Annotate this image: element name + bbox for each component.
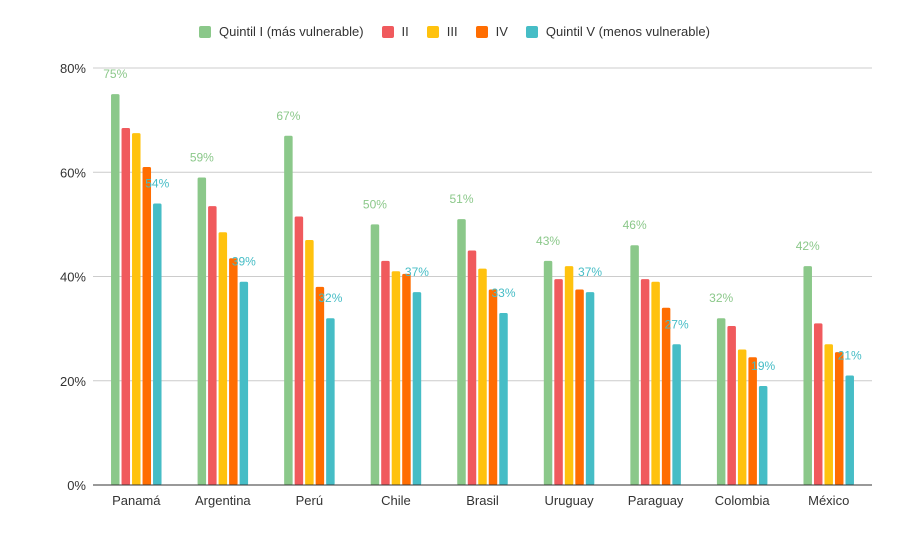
bar-3-3 <box>305 240 314 485</box>
bar-2-3 <box>294 216 304 485</box>
bar-5-2 <box>239 281 249 485</box>
data-label-last: 54% <box>145 177 169 191</box>
y-tick-label: 80% <box>60 61 86 76</box>
bar-4-3 <box>315 286 325 485</box>
bar-5-4 <box>412 292 422 485</box>
x-tick-label: Perú <box>296 493 323 508</box>
bar-1-8 <box>716 318 726 485</box>
x-tick-label: Uruguay <box>544 493 594 508</box>
axis-layer: 0% 20% 40% 60% 80% Panamá Argentina Perú Chile Br… <box>60 61 872 508</box>
bar-3-6 <box>564 266 574 485</box>
data-label-first: 51% <box>449 192 473 206</box>
legend-item-ii: II <box>381 24 409 39</box>
bar-1-1 <box>111 94 120 485</box>
legend-swatch-ii <box>381 25 394 38</box>
bar-4-6 <box>575 289 584 485</box>
bar-4-7 <box>661 307 671 485</box>
x-tick-label: Colombia <box>715 493 771 508</box>
bar-3-2 <box>218 232 228 485</box>
bar-2-5 <box>467 250 477 485</box>
data-label-first: 46% <box>623 218 647 232</box>
legend-item-quintil-i: Quintil I (más vulnerable) <box>199 24 364 39</box>
bar-3-5 <box>478 268 487 485</box>
data-label-last: 21% <box>838 349 862 363</box>
bar-5-9 <box>845 375 854 485</box>
legend-item-iv: IV <box>475 24 508 39</box>
data-label-last: 33% <box>491 286 515 300</box>
legend-label-iv: IV <box>495 24 508 39</box>
data-label-last: 19% <box>751 359 775 373</box>
data-label-first: 67% <box>276 109 300 123</box>
legend-swatch-quintil-i <box>199 25 212 38</box>
y-tick-label: 0% <box>67 478 86 493</box>
data-label-last: 32% <box>318 291 342 305</box>
bar-3-9 <box>824 344 833 485</box>
legend-label-quintil-i: Quintil I (más vulnerable) <box>219 24 364 39</box>
data-label-last: 39% <box>232 255 256 269</box>
legend-swatch-iii <box>426 25 439 38</box>
data-label-first: 50% <box>363 197 387 211</box>
bar-4-1 <box>142 167 152 485</box>
data-labels-layer: 75% 54% 59% 39% 67% 32% 50% 37% 51% 33% 43% 37% 46% 2… <box>103 67 862 373</box>
data-label-last: 37% <box>405 265 429 279</box>
data-label-last: 37% <box>578 265 602 279</box>
bar-2-8 <box>727 326 736 485</box>
bar-3-7 <box>651 281 660 485</box>
legend-swatch-quintil-v <box>525 25 538 38</box>
bar-1-6 <box>543 260 553 485</box>
bar-1-3 <box>284 135 293 485</box>
x-tick-label: México <box>808 493 849 508</box>
bar-1-7 <box>630 245 639 485</box>
bar-5-7 <box>672 344 681 485</box>
y-tick-label: 20% <box>60 374 86 389</box>
bar-1-9 <box>803 266 812 485</box>
data-label-first: 32% <box>709 291 733 305</box>
y-tick-label: 40% <box>60 270 86 285</box>
bar-5-1 <box>153 203 162 485</box>
x-tick-label: Brasil <box>466 493 499 508</box>
bar-1-4 <box>370 224 380 485</box>
bar-5-6 <box>585 292 595 485</box>
legend-item-iii: III <box>426 24 458 39</box>
legend-label-ii: II <box>401 24 409 39</box>
bar-1-5 <box>457 219 466 485</box>
bar-5-3 <box>326 318 335 485</box>
bar-2-4 <box>381 260 390 485</box>
y-tick-label: 60% <box>60 165 86 180</box>
x-tick-label: Panamá <box>112 493 161 508</box>
data-label-first: 43% <box>536 234 560 248</box>
bar-2-7 <box>640 279 650 485</box>
x-tick-label: Paraguay <box>628 493 684 508</box>
legend-label-iii: III <box>446 24 458 39</box>
legend-swatch-iv <box>475 25 488 38</box>
bar-3-4 <box>391 271 401 485</box>
data-label-first: 42% <box>796 239 820 253</box>
bar-5-5 <box>499 312 508 485</box>
bar-4-2 <box>229 258 238 485</box>
bar-4-5 <box>488 289 498 485</box>
bar-3-1 <box>132 133 141 485</box>
data-label-last: 27% <box>665 317 689 331</box>
legend-label-quintil-v: Quintil V (menos vulnerable) <box>545 24 710 39</box>
bar-2-6 <box>554 279 563 485</box>
bar-4-4 <box>402 273 411 485</box>
bars-layer <box>111 94 854 485</box>
bar-2-1 <box>121 127 131 485</box>
legend-item-quintil-v: Quintil V (menos vulnerable) <box>525 24 710 39</box>
bar-2-9 <box>813 323 823 485</box>
x-tick-label: Chile <box>381 493 411 508</box>
bar-4-9 <box>834 352 844 485</box>
bar-2-2 <box>208 206 217 485</box>
data-label-first: 75% <box>103 67 127 81</box>
x-tick-label: Argentina <box>195 493 251 508</box>
bar-4-8 <box>748 357 757 485</box>
data-label-first: 59% <box>190 150 214 164</box>
bar-1-2 <box>197 177 207 485</box>
chart-legend: Quintil I (más vulnerable) II III IV Qui… <box>0 24 909 39</box>
bar-5-8 <box>758 385 768 485</box>
bar-3-8 <box>737 349 747 485</box>
